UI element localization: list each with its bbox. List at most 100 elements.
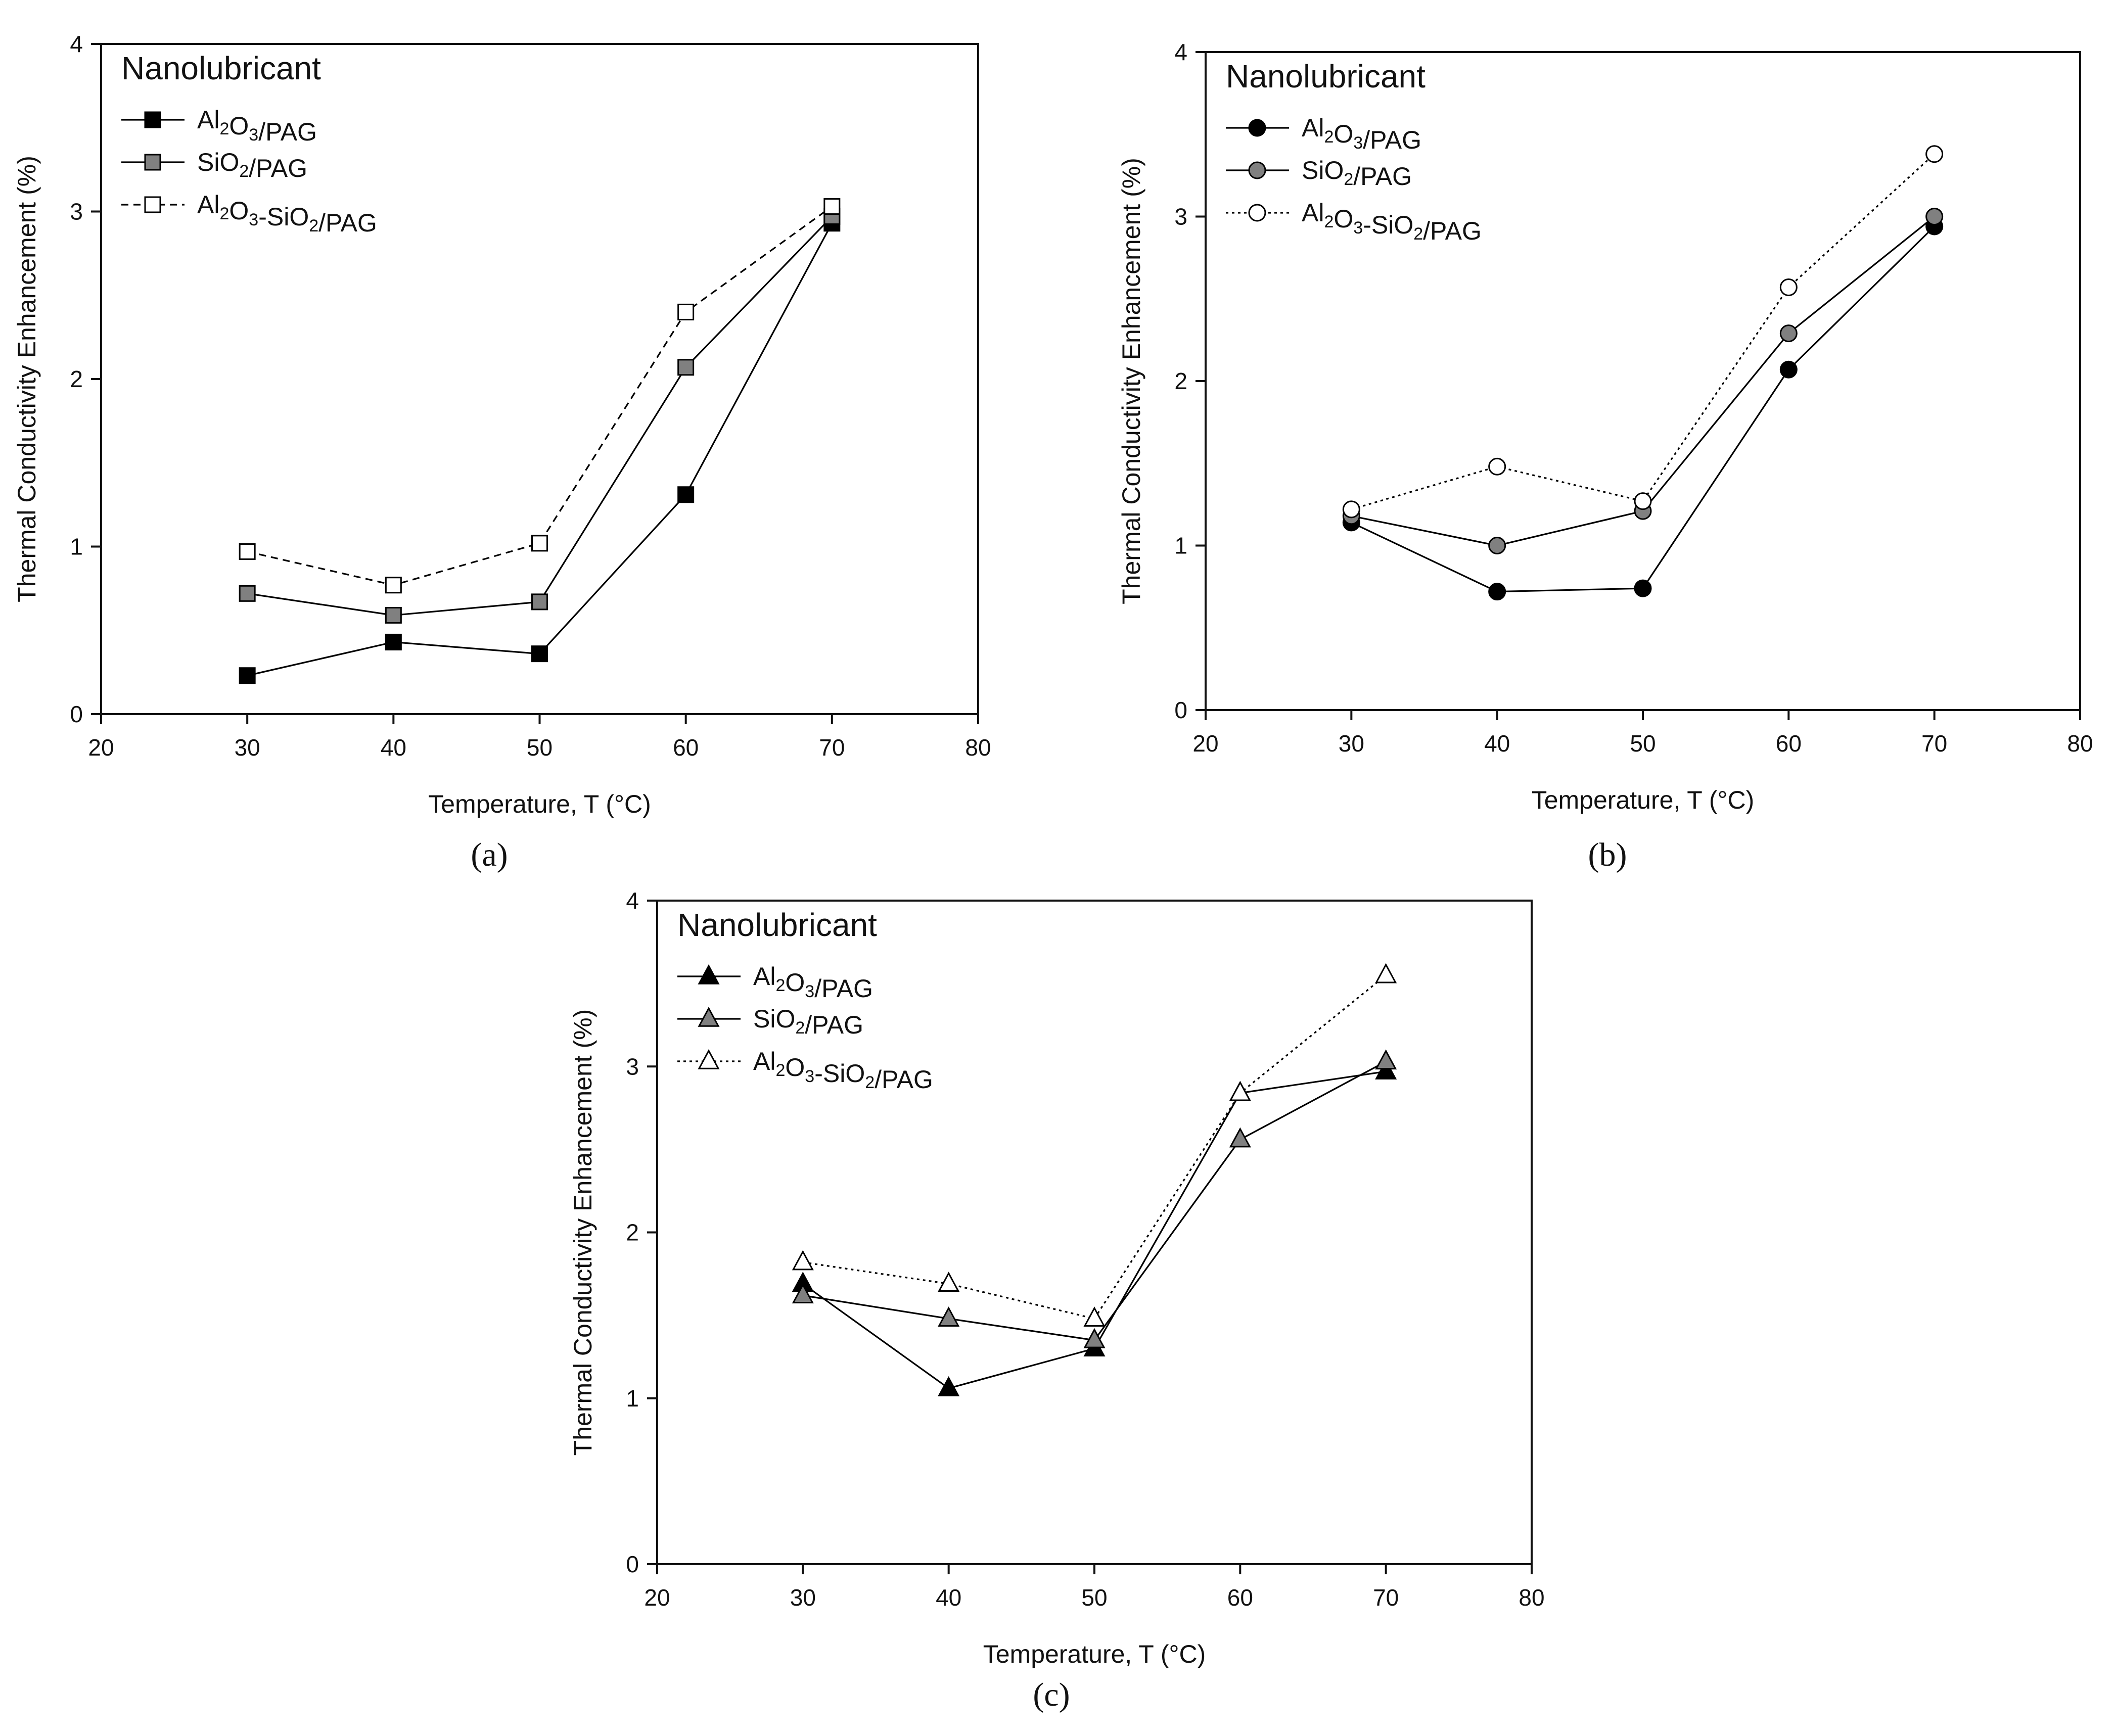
legend-marker [144,196,161,213]
plot-frame [656,900,1533,1565]
data-point [531,593,548,611]
y-tick-label: 2 [626,1219,639,1246]
panel-label: (a) [471,836,508,873]
data-point [1925,145,1944,163]
chart-panel-a: 20 30 40 50 60 70 80 0 1 2 3 4 Temperature, T (°C) Th… [13,31,991,873]
x-tick-label: 50 [1630,730,1656,757]
data-point [1375,1059,1397,1080]
data-point [1779,278,1798,296]
data-point [531,535,548,552]
data-point [1488,583,1506,601]
y-axis-title: Thermal Conductivity Enhancement (%) [13,156,41,602]
data-point [1488,537,1506,554]
x-axis-title: Temperature, T (°C) [428,790,651,818]
x-tick-label: 60 [673,734,699,761]
data-point [1375,1049,1397,1070]
y-tick-label: 2 [1174,368,1187,394]
legend-entry-label: Al2O3/PAG [753,962,873,1003]
plot-frame [100,43,979,715]
data-point [677,359,695,376]
legend-marker [144,154,161,171]
x-tick-label: 70 [1373,1584,1399,1611]
legend-entry-label: SiO2/PAG [197,148,307,182]
data-point [531,645,548,663]
data-point [938,1272,960,1292]
data-point [239,585,256,602]
data-point [1342,500,1360,519]
data-point [239,667,256,684]
legend-marker [698,964,720,984]
y-tick-label: 3 [1174,204,1187,230]
legend-entry-label: Al2O3-SiO2/PAG [197,191,377,237]
x-tick-label: 30 [790,1584,816,1611]
y-tick-label: 4 [70,31,83,57]
chart-panel-b: 20 30 40 50 60 70 80 0 1 2 3 4 Temperature, T (°C) Th… [1117,39,2093,873]
panel-label: (b) [1588,836,1627,873]
data-point [385,606,402,624]
data-point [1083,1328,1106,1348]
series-line-3 [1351,153,1935,510]
legend-entry-label: Al2O3/PAG [197,106,317,146]
data-point [239,543,256,560]
legend-title: Nanolubricant [121,50,321,86]
legend-entry-label: Al2O3-SiO2/PAG [753,1047,933,1094]
y-tick-label: 0 [1174,697,1187,723]
data-point [1229,1127,1251,1148]
x-tick-label: 80 [1519,1584,1544,1611]
data-point [792,1283,814,1303]
series-line-2 [247,216,833,617]
legend-marker [1248,204,1266,222]
data-point [1634,492,1652,510]
legend-entry-label: Al2O3-SiO2/PAG [1302,199,1482,245]
data-point [1925,208,1944,225]
data-point [938,1376,960,1396]
data-point [938,1306,960,1327]
x-tick-label: 80 [2067,730,2093,757]
x-tick-label: 20 [1192,730,1218,757]
y-tick-label: 1 [626,1385,639,1412]
x-tick-label: 60 [1227,1584,1253,1611]
data-point [1375,963,1397,983]
y-tick-label: 0 [70,701,83,727]
legend-title: Nanolubricant [677,907,877,943]
data-point [677,303,695,320]
y-tick-label: 3 [626,1053,639,1080]
y-axis-title: Thermal Conductivity Enhancement (%) [569,1009,597,1456]
data-point [385,633,402,650]
data-point [1779,360,1798,379]
x-tick-label: 40 [1484,730,1510,757]
data-point [1488,457,1506,476]
chart-panel-c: 20 30 40 50 60 70 80 0 1 2 3 4 Temperature, T (°C) Th… [569,887,1545,1713]
plot-frame [1205,51,2081,711]
x-tick-label: 60 [1776,730,1802,757]
data-point [1083,1306,1106,1327]
data-point [823,198,841,215]
legend-title: Nanolubricant [1226,58,1426,95]
panel-label: (c) [1033,1676,1070,1713]
legend-entry-label: SiO2/PAG [753,1005,863,1039]
x-axis-title: Temperature, T (°C) [983,1640,1206,1668]
y-tick-label: 2 [70,366,83,392]
y-tick-label: 1 [70,534,83,560]
y-tick-label: 1 [1174,533,1187,559]
x-tick-label: 70 [819,734,845,761]
legend-marker [1248,119,1266,137]
legend-marker [698,1049,720,1069]
x-tick-label: 30 [1339,730,1364,757]
x-axis-title: Temperature, T (°C) [1532,786,1755,814]
data-point [1634,579,1652,597]
x-tick-label: 70 [1921,730,1947,757]
legend-marker [698,1006,720,1027]
legend-entry-label: Al2O3/PAG [1302,114,1421,154]
data-point [1229,1081,1251,1101]
legend-entry-label: SiO2/PAG [1302,156,1412,191]
data-point [385,577,402,594]
x-tick-label: 80 [965,734,991,761]
x-tick-label: 20 [88,734,114,761]
series-line-2 [803,1060,1387,1341]
x-tick-label: 50 [1081,1584,1107,1611]
y-axis-title: Thermal Conductivity Enhancement (%) [1117,158,1145,604]
data-point [792,1250,814,1271]
x-tick-label: 50 [527,734,553,761]
